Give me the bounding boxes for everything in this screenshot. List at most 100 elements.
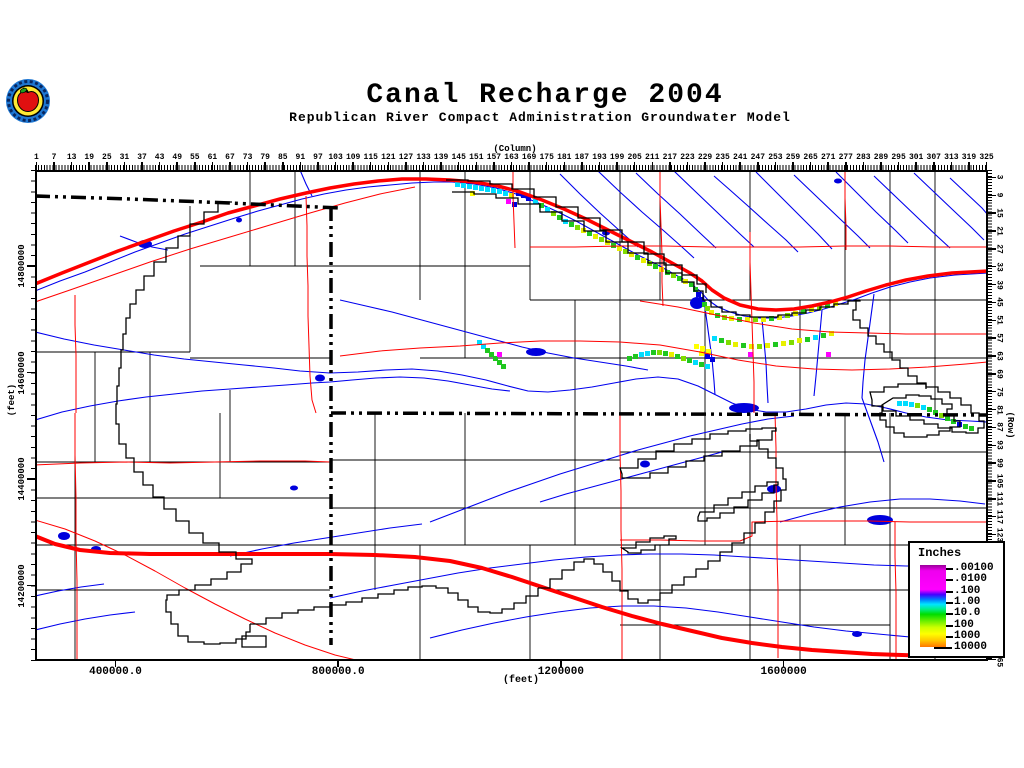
canal-recharge-cell [699,362,704,367]
canal-recharge-cell [521,193,526,198]
column-major-tick [264,162,266,170]
canal-recharge-cell [677,276,682,281]
canal-recharge-cell [777,315,782,320]
legend-tick [946,613,953,616]
canal-recharge-cell [753,317,758,322]
easting-major-tick [114,661,117,667]
column-tick-label: 163 [504,153,519,162]
easting-tick-label: 1600000 [760,666,807,678]
column-axis-label: (Column) [493,144,537,154]
column-tick-label: 229 [697,153,713,162]
canal-recharge-cell [805,337,810,342]
canal-recharge-cell [693,287,698,292]
canal-recharge-cell [765,343,770,348]
column-major-tick [721,162,724,170]
canal-recharge-cell [633,354,638,359]
legend-entry-label: .100 [954,584,981,597]
canal-recharge-cell [593,234,598,239]
canal-recharge-cell [687,358,692,363]
river-line [451,181,986,319]
canal-recharge-cell [710,357,715,362]
column-tick-label: 109 [345,153,361,162]
road-line [620,520,986,542]
legend-entry-label: 100 [954,618,974,631]
lake [867,515,893,525]
column-tick-label: 61 [207,153,218,162]
column-major-tick [106,162,108,170]
canal-recharge-cell [470,191,475,196]
legend-tick [946,568,953,570]
column-tick-label: 199 [609,153,625,162]
row-major-tick [988,212,996,214]
canal-recharge-cell [617,246,622,251]
road-line [774,412,779,658]
column-tick-label: 247 [750,153,766,162]
canal-recharge-cell [516,191,521,196]
canal-recharge-cell [533,199,538,204]
canal-recharge-cell [645,351,650,356]
model-boundary-outline [697,481,779,522]
rrca-apple-logo-icon [6,79,50,123]
canal-recharge-cell [477,340,482,345]
column-major-tick [299,162,302,170]
canal-recharge-cell [651,350,656,355]
column-major-tick [211,162,214,170]
column-major-tick [457,162,460,170]
canal-recharge-cell [897,401,902,406]
row-axis-label: (Row) [1005,411,1015,439]
canal-recharge-cell [826,352,831,357]
easting-major-tick [782,661,785,667]
northing-tick-label: 14800000 [17,244,27,288]
row-major-tick [988,480,996,482]
legend-tick [946,635,953,638]
canal-recharge-cell [526,196,531,201]
column-tick-label: 205 [627,153,642,162]
column-major-tick [757,162,759,170]
road-line [619,413,623,659]
canal-recharge-cell [639,352,644,357]
column-major-tick [704,162,706,170]
canal-recharge-cell [702,302,707,307]
canal-recharge-cell [921,405,926,410]
row-major-tick [988,265,996,268]
canal-recharge-cell [696,292,701,297]
canal-recharge-cell [671,273,676,278]
column-tick-label: 259 [785,153,801,162]
column-major-tick [792,162,794,170]
canal-recharge-cell [551,211,556,216]
column-major-tick [633,162,636,170]
column-tick-label: 283 [856,153,871,162]
canal-recharge-cell [545,207,550,212]
row-major-tick [988,462,996,464]
model-boundary-line [852,299,927,389]
canal-recharge-cell [797,338,802,343]
column-tick-label: 187 [574,153,590,162]
canal-recharge-cell [635,255,640,260]
river-line [559,173,639,248]
canal-recharge-cell [587,231,592,236]
canal-recharge-cell [773,342,778,347]
column-tick-label: 193 [592,153,607,162]
river-line [229,523,423,557]
column-major-tick [774,162,777,170]
river-line [37,331,986,423]
column-major-tick [158,162,161,170]
row-major-tick [988,498,996,500]
easting-tick-label: 400000.0 [89,666,142,678]
row-major-tick [988,390,996,393]
row-major-tick [988,301,996,304]
canal-recharge-cell [611,243,616,248]
column-major-tick [968,162,970,170]
canal-recharge-cell [461,183,466,188]
column-tick-label: 103 [328,153,343,162]
column-major-tick [669,162,671,170]
river-line [793,174,871,249]
river-line [429,605,971,641]
page-title: Canal Recharge 2004 [366,80,724,111]
column-major-tick [369,162,372,170]
canal-recharge-cell [479,186,484,191]
row-major-tick [988,373,996,375]
column-tick-label: 121 [381,153,396,162]
column-major-tick [194,162,196,170]
legend-tick [946,590,953,593]
